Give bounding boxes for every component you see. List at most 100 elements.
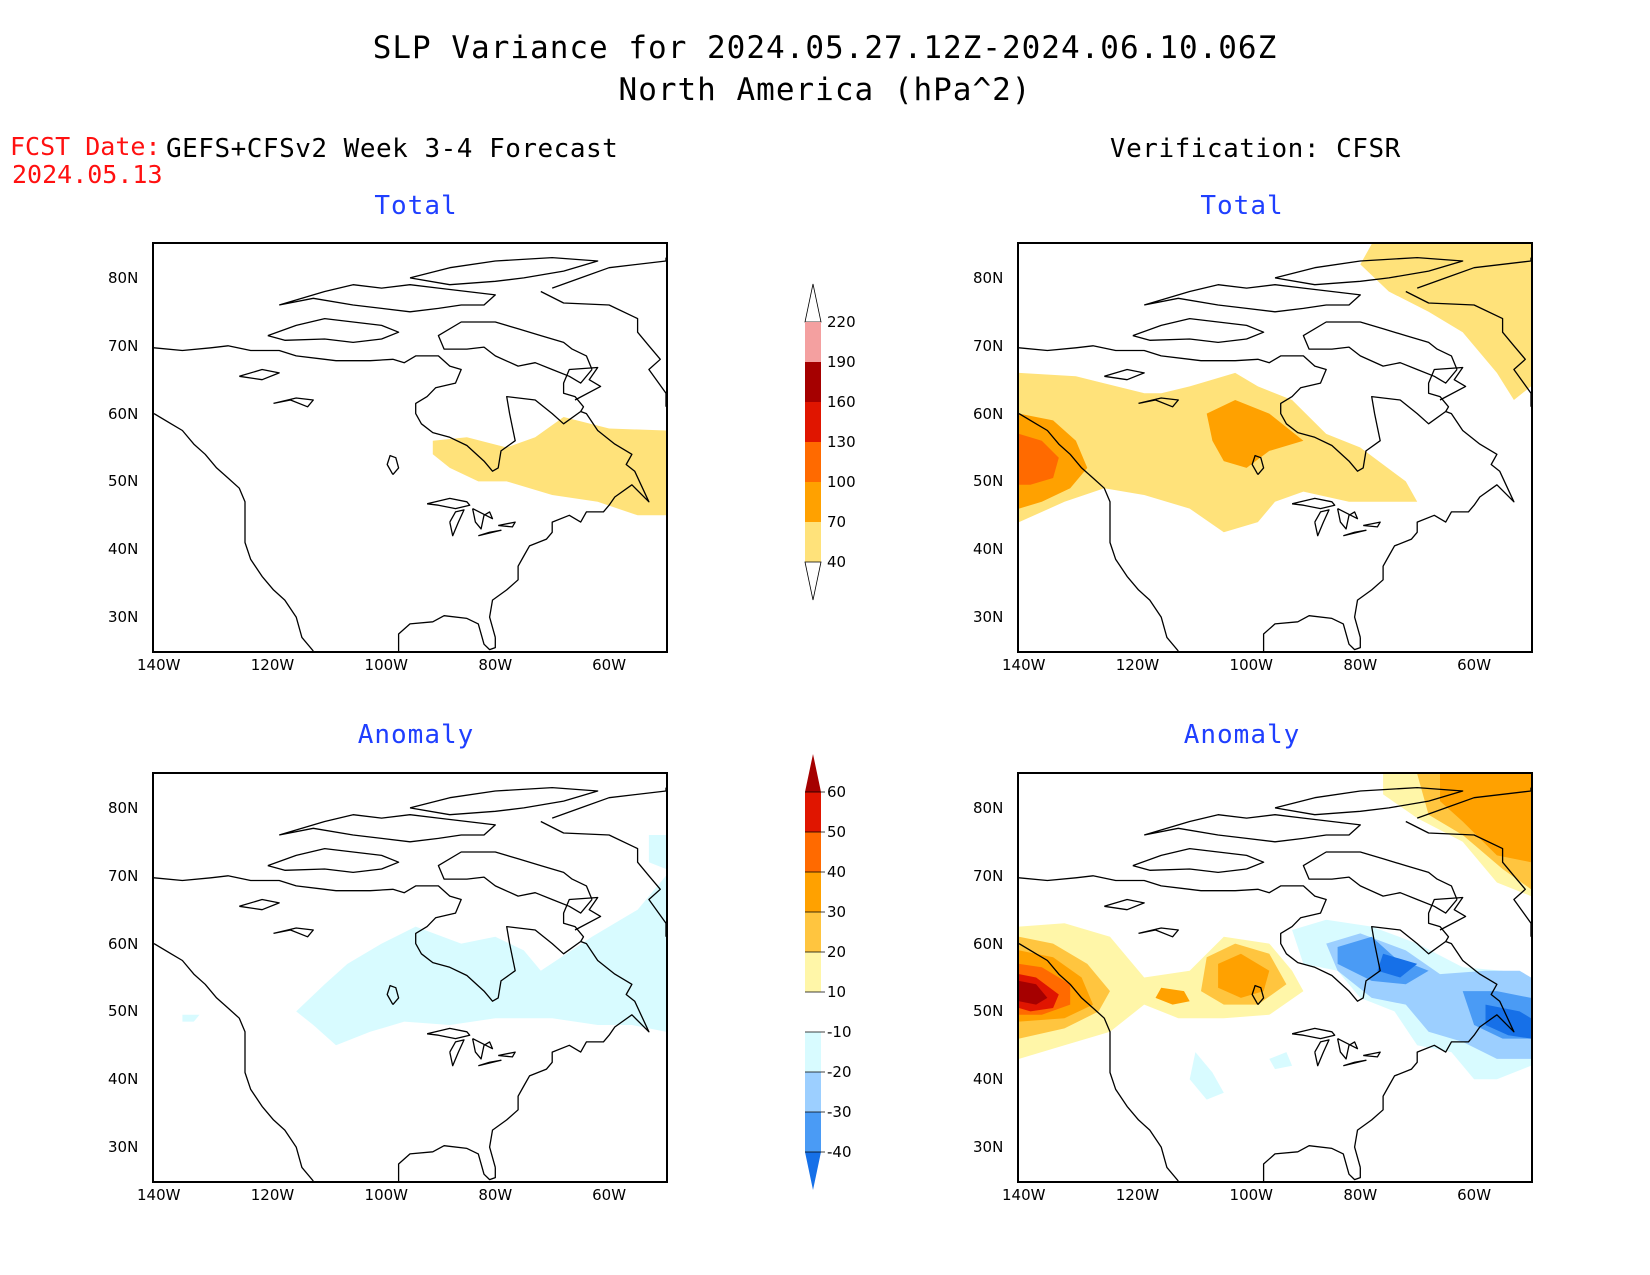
coastline: [239, 368, 280, 381]
longitude-tick-label: 140W: [1002, 656, 1046, 674]
longitude-tick-label: 80W: [478, 656, 513, 674]
colorbar-label: 40: [827, 863, 846, 881]
latitude-tick-label: 50N: [108, 1002, 139, 1021]
fcst-date-value: 2024.05.13: [12, 160, 163, 189]
colorbar-segment: [805, 872, 821, 912]
colorbar-segment: [805, 482, 821, 522]
colorbar-label: 60: [827, 783, 846, 801]
colorbar-segment: [805, 792, 821, 832]
shaded-region: [1189, 1052, 1224, 1100]
coastline: [540, 290, 666, 407]
coastline: [551, 787, 666, 819]
latitude-tick-label: 70N: [973, 336, 1004, 355]
shaded-region: [1155, 987, 1190, 1005]
coastline: [267, 847, 400, 874]
coastline: [1336, 1038, 1359, 1060]
longitude-tick-label: 60W: [1457, 1186, 1492, 1204]
coastline: [1104, 368, 1145, 381]
latitude-tick-label: 70N: [973, 866, 1004, 885]
coastline: [1405, 820, 1531, 937]
coastline: [1291, 497, 1336, 510]
shaded-region: [1019, 980, 1048, 1005]
longitude-tick-label: 140W: [137, 1186, 181, 1204]
colorbar-label: 190: [827, 353, 856, 371]
forecast-column-title: GEFS+CFSv2 Week 3-4 Forecast: [166, 134, 619, 164]
coastline: [154, 943, 314, 1181]
latitude-tick-label: 30N: [108, 1138, 139, 1157]
colorbar-segment: [805, 1072, 821, 1112]
forecast-anomaly-map: [152, 772, 668, 1183]
shaded-region: [1218, 953, 1270, 998]
shaded-region: [648, 835, 666, 869]
colorbar-label: 220: [827, 313, 856, 331]
coastline: [478, 1059, 502, 1067]
longitude-tick-label: 140W: [137, 656, 181, 674]
coastline: [273, 397, 314, 408]
colorbar-label: -30: [827, 1103, 852, 1121]
latitude-tick-label: 40N: [108, 1070, 139, 1089]
coastline: [449, 509, 465, 537]
coastline: [488, 940, 650, 1168]
colorbar-label: 160: [827, 393, 856, 411]
coastline: [1416, 787, 1531, 819]
shaded-region: [1440, 774, 1531, 863]
map-title-line2: North America (hPa^2): [618, 72, 1032, 108]
forecast-anomaly-title: Anomaly: [357, 720, 475, 750]
latitude-tick-label: 60N: [108, 934, 139, 953]
coastline: [426, 1027, 471, 1040]
coastline: [449, 1039, 465, 1067]
shaded-region: [1206, 400, 1304, 468]
coastline: [1427, 896, 1467, 942]
coastline: [1138, 397, 1179, 408]
shaded-region: [1019, 433, 1059, 485]
coastline: [409, 786, 599, 816]
map-canvas: [1019, 244, 1531, 651]
longitude-tick-label: 80W: [1343, 1186, 1378, 1204]
shaded-region: [296, 875, 666, 1046]
longitude-tick-label: 120W: [250, 656, 295, 674]
coastline: [397, 1145, 496, 1181]
coastline: [1262, 615, 1361, 651]
coastline: [273, 927, 314, 938]
coastline: [1019, 413, 1179, 651]
coastline: [154, 345, 582, 472]
coastline: [1363, 1051, 1381, 1058]
shaded-region: [432, 417, 666, 516]
coastline: [1343, 529, 1367, 537]
latitude-tick-label: 40N: [108, 540, 139, 559]
latitude-tick-label: 50N: [973, 1002, 1004, 1021]
colorbar-segment: [805, 992, 821, 1032]
coastline: [1274, 786, 1464, 816]
verification-anomaly-title: Anomaly: [1183, 720, 1301, 750]
coastline: [1314, 1039, 1330, 1067]
latitude-tick-label: 80N: [108, 798, 139, 817]
latitude-tick-label: 30N: [973, 608, 1004, 627]
latitude-tick-label: 30N: [108, 608, 139, 627]
coastline: [1132, 847, 1265, 874]
coastline: [562, 366, 602, 412]
colorbar-label: 100: [827, 473, 856, 491]
colorbar-segment: [805, 1032, 821, 1072]
colorbar-bottom-arrow: [804, 561, 822, 601]
coastline: [437, 321, 593, 384]
map-canvas: [1019, 774, 1531, 1181]
latitude-tick-label: 80N: [973, 268, 1004, 287]
longitude-tick-label: 60W: [1457, 656, 1492, 674]
colorbar-segment: [805, 1112, 821, 1152]
coastline: [1343, 1059, 1367, 1067]
coastline: [498, 521, 516, 528]
coastline: [1262, 1145, 1361, 1181]
shaded-region: [1019, 372, 1418, 533]
colorbar-segment: [805, 952, 821, 992]
coastline: [279, 814, 496, 843]
longitude-tick-label: 60W: [592, 1186, 627, 1204]
coastline: [478, 529, 502, 537]
coastline: [154, 875, 582, 1002]
coastline: [1132, 317, 1265, 344]
coastline: [1336, 508, 1359, 530]
shaded-region: [1485, 1004, 1531, 1039]
latitude-tick-label: 60N: [973, 934, 1004, 953]
anomaly-colorbar: 60 50 40 30 20 10 -10 -20 -30 -40: [805, 754, 852, 1190]
colorbar-segment: [805, 362, 821, 402]
verification-total-map: [1017, 242, 1533, 653]
